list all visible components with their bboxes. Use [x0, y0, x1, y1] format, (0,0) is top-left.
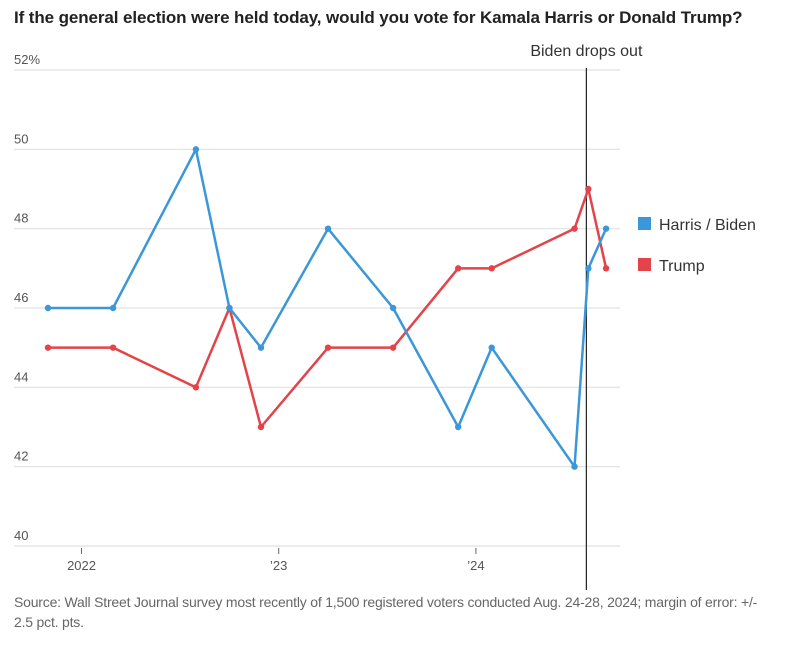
legend-label: Harris / Biden [659, 217, 756, 234]
data-point-harris-biden [585, 265, 592, 272]
y-tick-label: 40 [14, 528, 28, 543]
data-point-trump [324, 344, 332, 351]
data-point-trump [109, 344, 117, 351]
legend-label: Trump [659, 258, 705, 275]
x-tick-label: ’23 [270, 558, 287, 573]
series-line-trump [48, 187, 608, 429]
data-point-harris-biden [454, 423, 462, 431]
y-tick-label: 46 [14, 290, 28, 305]
x-tick-label: 2022 [67, 558, 96, 573]
data-point-trump [389, 344, 397, 351]
legend-swatch [638, 217, 651, 230]
data-point-trump [585, 185, 592, 193]
y-tick-label: 50 [14, 131, 28, 146]
data-point-trump [44, 344, 52, 351]
data-point-trump [257, 423, 265, 431]
data-point-trump [454, 265, 462, 272]
data-point-harris-biden [257, 344, 265, 351]
data-point-harris-biden [44, 304, 52, 312]
y-axis-ticks: 40 42 44 46 48 50 52% [14, 52, 40, 543]
line-chart: 40 42 44 46 48 50 52% 2022 ’23 ’24 Biden drops o… [14, 43, 756, 590]
data-point-trump [602, 265, 610, 272]
data-point-harris-biden [109, 304, 117, 312]
data-point-trump [488, 265, 495, 272]
data-point-harris-biden [602, 225, 610, 232]
annotation-label: Biden drops out [530, 43, 643, 60]
data-point-harris-biden [389, 304, 397, 312]
data-point-harris-biden [192, 146, 200, 153]
data-point-harris-biden [488, 344, 495, 351]
data-point-trump [571, 225, 578, 232]
legend: Harris / Biden Trump [638, 217, 756, 275]
data-point-trump [192, 384, 200, 391]
annotations: Biden drops out [530, 43, 643, 590]
chart-title: If the general election were held today,… [14, 8, 743, 27]
series-lines [44, 146, 610, 470]
source-note: Source: Wall Street Journal survey most … [14, 594, 758, 630]
data-point-harris-biden [324, 225, 332, 232]
y-tick-label: 42 [14, 449, 28, 464]
y-tick-label: 48 [14, 211, 28, 226]
legend-swatch [638, 258, 651, 271]
data-point-harris-biden [571, 463, 578, 470]
y-tick-label: 52% [14, 52, 40, 67]
x-axis-ticks: 2022 ’23 ’24 [67, 548, 485, 573]
x-tick-label: ’24 [467, 558, 484, 573]
series-line-harris-biden [48, 148, 608, 468]
data-point-harris-biden [226, 304, 233, 312]
y-tick-label: 44 [14, 369, 28, 384]
